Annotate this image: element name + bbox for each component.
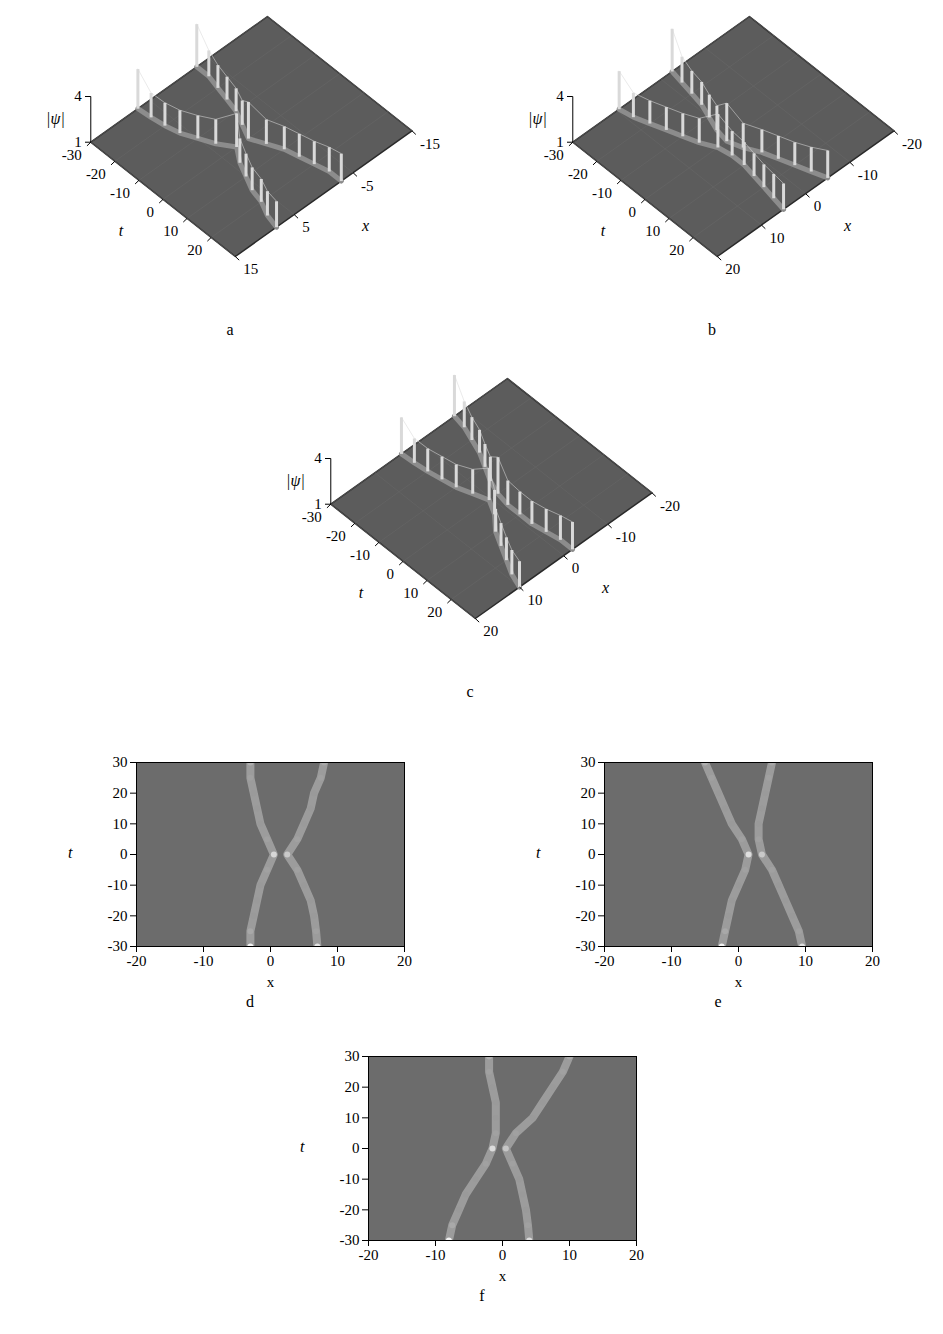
html-text:d: d (246, 993, 254, 1010)
svg-text:-5: -5 (361, 177, 374, 193)
svg-text:-15: -15 (420, 136, 440, 152)
svg-text:-10: -10 (858, 167, 878, 183)
svg-text:20: 20 (397, 953, 412, 969)
svg-text:10: 10 (798, 953, 813, 969)
svg-text:-30: -30 (543, 147, 564, 163)
svg-text:t: t (601, 222, 606, 239)
svg-text:0: 0 (352, 1140, 360, 1156)
svg-text:20: 20 (669, 242, 684, 258)
svg-text:0: 0 (147, 204, 155, 220)
svg-text:10: 10 (562, 1247, 577, 1263)
svg-text:-10: -10 (426, 1247, 446, 1263)
svg-text:-20: -20 (127, 953, 147, 969)
svg-text:30: 30 (345, 1048, 360, 1064)
svg-text:-10: -10 (350, 547, 370, 563)
html-text:b: b (708, 321, 716, 338)
svg-text:20: 20 (483, 623, 498, 639)
svg-text:20: 20 (187, 242, 202, 258)
svg-text:1: 1 (556, 134, 564, 150)
svg-text:0: 0 (572, 560, 580, 576)
svg-text:4: 4 (556, 88, 564, 104)
svg-text:10: 10 (330, 953, 345, 969)
svg-text:-30: -30 (340, 1232, 360, 1248)
svg-text:0: 0 (499, 1247, 507, 1263)
svg-text:-30: -30 (576, 938, 596, 954)
svg-text:0: 0 (588, 846, 596, 862)
svg-text:1: 1 (74, 134, 82, 150)
svg-text:-30: -30 (108, 938, 128, 954)
svg-text:4: 4 (314, 450, 322, 466)
html-text:t: t (536, 844, 541, 861)
svg-text:-20: -20 (86, 166, 106, 182)
svg-text:-10: -10 (340, 1171, 360, 1187)
svg-text:0: 0 (387, 566, 395, 582)
svg-text:20: 20 (865, 953, 880, 969)
svg-text:-10: -10 (108, 877, 128, 893)
svg-text:|ψ|: |ψ| (286, 472, 305, 490)
svg-text:-30: -30 (301, 509, 322, 525)
svg-text:-20: -20 (326, 528, 346, 544)
svg-text:10: 10 (113, 816, 128, 832)
svg-text:30: 30 (113, 754, 128, 770)
svg-text:x: x (267, 974, 275, 990)
svg-text:10: 10 (163, 223, 178, 239)
svg-text:-20: -20 (576, 908, 596, 924)
svg-text:|ψ|: |ψ| (528, 110, 547, 128)
svg-text:10: 10 (645, 223, 660, 239)
html-text:e: e (714, 993, 722, 1010)
svg-text:10: 10 (769, 230, 784, 246)
svg-text:x: x (843, 217, 851, 234)
svg-text:t: t (359, 584, 364, 601)
svg-text:-10: -10 (592, 185, 612, 201)
html-text:c: c (466, 683, 474, 700)
svg-text:-10: -10 (110, 185, 130, 201)
svg-text:10: 10 (403, 585, 418, 601)
svg-text:20: 20 (629, 1247, 644, 1263)
svg-text:30: 30 (581, 754, 596, 770)
svg-text:-30: -30 (61, 147, 82, 163)
html-text:t: t (68, 844, 73, 861)
svg-text:20: 20 (581, 785, 596, 801)
svg-text:0: 0 (120, 846, 128, 862)
svg-text:-20: -20 (660, 498, 680, 514)
html-text:t: t (300, 1138, 305, 1155)
svg-text:-10: -10 (576, 877, 596, 893)
svg-text:-20: -20 (902, 136, 922, 152)
svg-text:x: x (601, 579, 609, 596)
html-text:f: f (479, 1287, 485, 1304)
svg-text:-20: -20 (108, 908, 128, 924)
svg-text:x: x (499, 1268, 507, 1284)
svg-text:x: x (361, 217, 369, 234)
svg-text:0: 0 (267, 953, 275, 969)
svg-text:0: 0 (814, 198, 822, 214)
svg-text:10: 10 (581, 816, 596, 832)
svg-text:20: 20 (345, 1079, 360, 1095)
svg-text:0: 0 (629, 204, 637, 220)
svg-text:t: t (119, 222, 124, 239)
svg-text:x: x (735, 974, 743, 990)
svg-text:-20: -20 (568, 166, 588, 182)
svg-text:20: 20 (113, 785, 128, 801)
html-text:a: a (226, 321, 234, 338)
svg-text:-10: -10 (662, 953, 682, 969)
svg-text:-20: -20 (595, 953, 615, 969)
svg-text:20: 20 (725, 261, 740, 277)
svg-text:5: 5 (302, 219, 310, 235)
svg-text:-10: -10 (616, 529, 636, 545)
svg-text:0: 0 (735, 953, 743, 969)
svg-text:4: 4 (74, 88, 82, 104)
svg-text:-20: -20 (340, 1202, 360, 1218)
svg-text:20: 20 (427, 604, 442, 620)
svg-text:10: 10 (345, 1110, 360, 1126)
svg-text:15: 15 (243, 261, 258, 277)
svg-text:-20: -20 (359, 1247, 379, 1263)
svg-text:-10: -10 (194, 953, 214, 969)
svg-text:1: 1 (314, 496, 322, 512)
svg-text:10: 10 (527, 592, 542, 608)
svg-text:|ψ|: |ψ| (46, 110, 65, 128)
